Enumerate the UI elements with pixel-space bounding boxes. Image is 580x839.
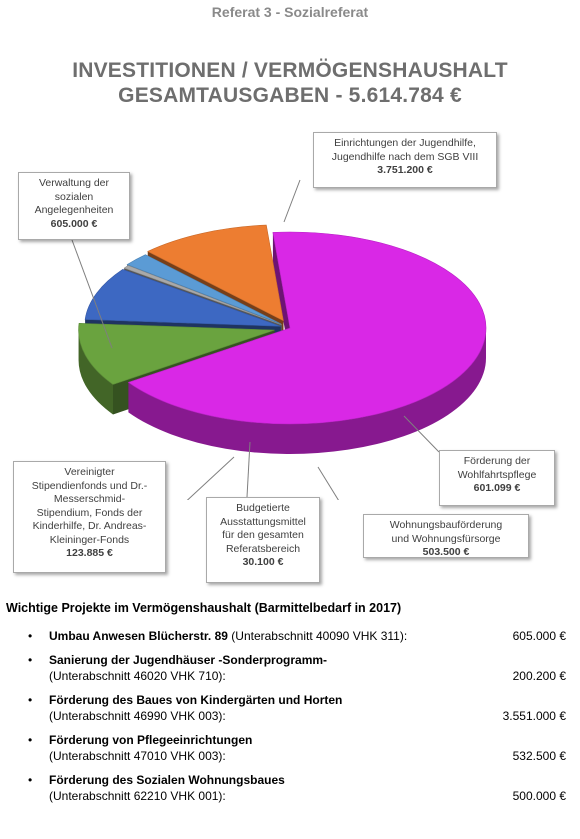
bullet: • (28, 629, 33, 643)
callout-line: sozialen (54, 190, 94, 203)
bullet: • (28, 693, 33, 707)
project-detail: (Unterabschnitt 47010 VHK 003): (49, 749, 226, 763)
callout-line: Wohnungsbauförderung (389, 519, 503, 531)
callout-line: Ausstattungsmittel (220, 515, 306, 528)
project-name: Umbau Anwesen Blücherstr. 89 (49, 629, 228, 643)
callout-value: 503.500 € (422, 546, 470, 558)
project-item: • Sanierung der Jugendhäuser -Sonderprogr… (0, 652, 580, 684)
callout-wohlfahrt: Förderung der Wohlfahrtspflege 601.099 € (439, 450, 555, 506)
project-name: Förderung des Baues von Kindergärten und… (49, 693, 343, 707)
callout-value: 3.751.200 € (377, 164, 433, 176)
leader-line-3 (317, 466, 339, 500)
pie-slice-4 (126, 254, 282, 325)
project-name: Sanierung der Jugendhäuser -Sonderprogra… (49, 653, 328, 667)
pie-tops (78, 224, 487, 425)
project-list: • Umbau Anwesen Blücherstr. 89 (Unterabsc… (0, 628, 580, 812)
project-amount: 500.000 € (512, 789, 566, 803)
project-item: • Förderung des Sozialen Wohnungsbaues (Un… (0, 772, 580, 804)
callout-line: Jugendhilfe nach dem SGB VIII (331, 150, 479, 163)
callout-line: Vereinigter (64, 466, 115, 478)
pie-chart (71, 179, 487, 500)
callout-line: Einrichtungen der Jugendhilfe, (334, 137, 476, 149)
project-name: Förderung des Sozialen Wohnungsbaues (49, 773, 285, 787)
leader-line-1 (71, 239, 113, 349)
pie-slice-3 (123, 265, 283, 326)
section-title: Wichtige Projekte im Vermögenshaushalt (… (6, 601, 402, 615)
callout-value: 601.099 € (473, 482, 521, 494)
leader-line-2 (403, 415, 440, 453)
callout-line: Förderung der (463, 455, 531, 467)
project-detail: (Unterabschnitt 62210 VHK 001): (49, 789, 226, 803)
callout-line: und Wohnungsfürsorge (391, 532, 501, 545)
callout-line: Messerschmid- (53, 493, 126, 505)
project-detail: (Unterabschnitt 46990 VHK 003): (49, 709, 226, 723)
callout-value: 30.100 € (242, 556, 284, 568)
bullet: • (28, 773, 33, 787)
project-amount: 605.000 € (512, 629, 566, 643)
callout-value: 605.000 € (50, 217, 98, 230)
chart-title-line-1: INVESTITIONEN / VERMÖGENSHAUSHALT (72, 59, 508, 82)
pie-slice-2 (84, 269, 281, 327)
project-amount: 200.200 € (512, 669, 566, 683)
leader-line-4 (246, 441, 251, 498)
project-text: Sanierung der Jugendhäuser -Sonderprogra… (49, 652, 566, 668)
project-text: Umbau Anwesen Blücherstr. 89 (Unterabsch… (49, 628, 566, 644)
pie-slice-1 (78, 323, 275, 385)
project-text: Förderung von Pflegeeinrichtungen (49, 732, 566, 748)
project-item: • Förderung von Pflegeeinrichtungen (Unter… (0, 732, 580, 764)
pie-slice-0 (127, 231, 487, 425)
callout-line: Referatsbereich (225, 542, 301, 555)
callout-line: Verwaltung der (38, 177, 110, 189)
project-name: Förderung von Pflegeeinrichtungen (49, 733, 253, 747)
leader-line-5 (186, 456, 235, 500)
callout-wohnungsbau: Wohnungsbauförderung und Wohnungsfürsorge… (363, 514, 529, 558)
project-detail: (Unterabschnitt 46020 VHK 710): (49, 669, 226, 683)
callout-jugendhilfe: Einrichtungen der Jugendhilfe, Jugendhilf… (313, 132, 497, 188)
callout-line: Stipendium, Fonds der (36, 506, 143, 519)
callout-budget: Budgetierte Ausstattungsmittel für den ges… (206, 497, 320, 583)
callout-verwaltung: Verwaltung der sozialen Angelegenheiten 605… (18, 172, 130, 240)
page-header: Referat 3 - Sozialreferat (211, 4, 369, 20)
pie-slice-5 (147, 224, 284, 322)
callout-line: Angelegenheiten (34, 204, 114, 216)
slice-outer-wall (78, 330, 114, 415)
callout-line: Kleininger-Fonds (49, 533, 130, 546)
callout-stipendien: Vereinigter Stipendienfonds und Dr.- Messe… (13, 461, 166, 573)
chart-title: INVESTITIONEN / VERMÖGENSHAUSHALT GESAMT… (0, 58, 580, 108)
bullet: • (28, 733, 33, 747)
project-text: Förderung des Sozialen Wohnungsbaues (49, 772, 566, 788)
project-item: • Umbau Anwesen Blücherstr. 89 (Unterabsc… (0, 628, 580, 644)
callout-line: Wohlfahrtspflege (457, 468, 537, 481)
callout-value: 123.885 € (66, 547, 113, 559)
callout-line: Stipendienfonds und Dr.- (31, 479, 148, 492)
bullet: • (28, 653, 33, 667)
slice-outer-wall (128, 328, 486, 455)
leader-line-0 (283, 179, 301, 223)
project-amount: 3.551.000 € (502, 709, 566, 723)
project-item: • Förderung des Baues von Kindergärten un… (0, 692, 580, 724)
project-detail: (Unterabschnitt 40090 VHK 311): (227, 629, 408, 643)
chart-title-line-2: GESAMTAUSGABEN - 5.614.784 € (118, 84, 462, 107)
slice-edge-wall (272, 232, 290, 358)
project-text: Förderung des Baues von Kindergärten und… (49, 692, 566, 708)
project-amount: 532.500 € (512, 749, 566, 763)
callout-line: Budgetierte (236, 502, 290, 514)
callout-line: Kinderhilfe, Dr. Andreas- (32, 520, 147, 532)
callout-line: für den gesamten (222, 529, 304, 541)
